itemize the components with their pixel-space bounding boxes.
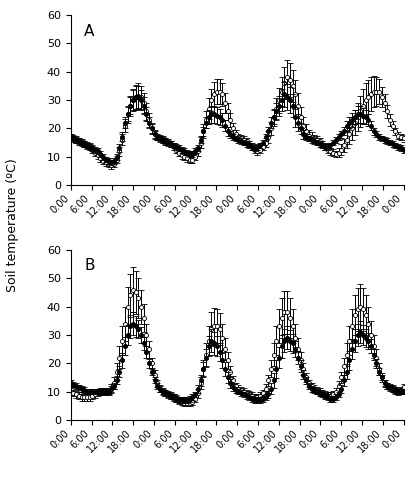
Text: A: A — [84, 24, 94, 38]
Text: Soil temperature (ºC): Soil temperature (ºC) — [6, 158, 19, 292]
Text: B: B — [84, 258, 94, 274]
